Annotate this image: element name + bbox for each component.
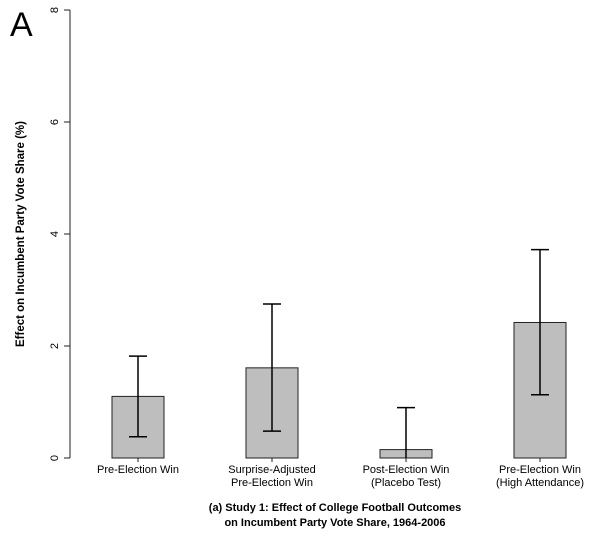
y-tick-label: 8 [49,7,61,13]
x-tick-label: (Placebo Test) [371,477,441,489]
error-bars [129,248,549,458]
x-tick-label: Surprise-Adjusted [228,464,315,476]
y-tick-label: 0 [49,455,61,461]
y-axis: 0 2 4 6 8 [49,7,71,461]
x-tick-label: Pre-Election Win [231,477,313,489]
y-tick-label: 2 [49,343,61,349]
bars [111,321,567,459]
caption-line-2: on Incumbent Party Vote Share, 1964-2006 [224,517,445,529]
panel-label: A [10,6,33,44]
caption-line-1: (a) Study 1: Effect of College Football … [209,502,461,514]
x-tick-label: Pre-Election Win [97,464,179,476]
x-tick-label: Pre-Election Win [499,464,581,476]
y-axis-label: Effect on Incumbent Party Vote Share (%) [15,121,27,347]
x-tick-label: Post-Election Win [363,464,450,476]
y-tick-label: 6 [49,119,61,125]
y-tick-label: 4 [49,231,61,237]
x-axis: Pre-Election Win Surprise-AdjustedPre-Ele… [97,458,584,489]
x-tick-label: (High Attendance) [496,477,584,489]
